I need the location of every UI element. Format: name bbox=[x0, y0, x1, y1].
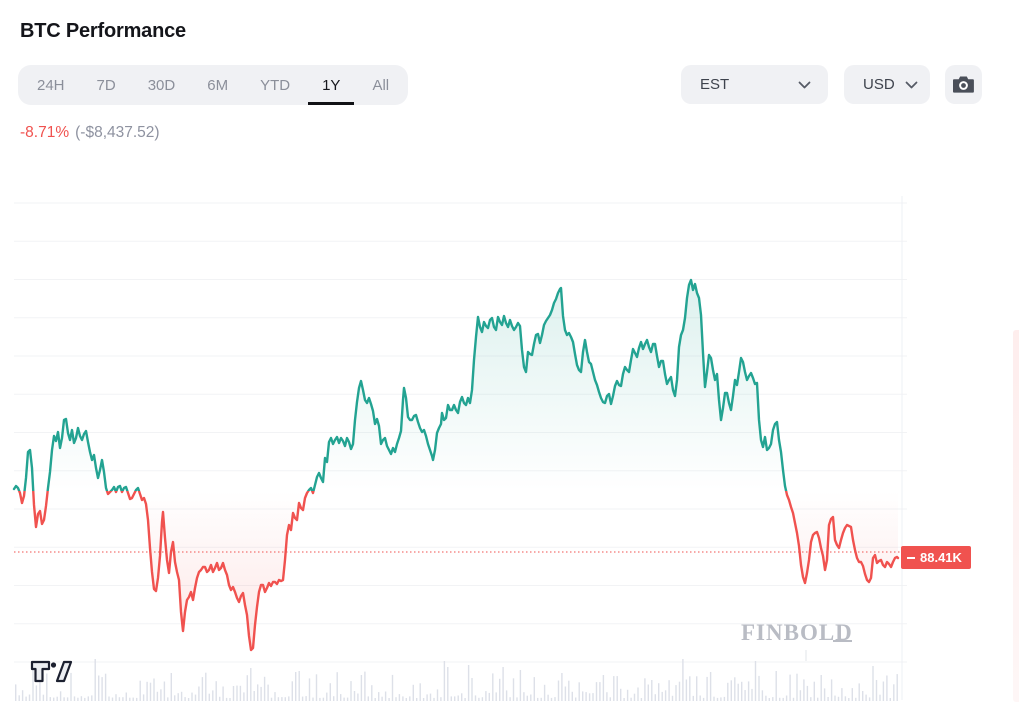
currency-value: USD bbox=[863, 76, 895, 93]
price-tick-dash bbox=[907, 556, 915, 559]
performance-stats: -8.71% (-$8,437.52) bbox=[20, 124, 160, 142]
tradingview-logo[interactable] bbox=[30, 660, 74, 688]
currency-select[interactable]: USD bbox=[844, 65, 930, 104]
camera-icon bbox=[952, 76, 974, 93]
tab-all[interactable]: All bbox=[371, 65, 390, 105]
page-title: BTC Performance bbox=[20, 20, 186, 42]
chevron-down-icon bbox=[798, 81, 811, 88]
time-range-tabs: 24H 7D 30D 6M YTD 1Y All bbox=[18, 65, 409, 105]
last-price-value: 88.41K bbox=[920, 550, 962, 565]
absolute-change: (-$8,437.52) bbox=[75, 124, 160, 141]
screenshot-button[interactable] bbox=[945, 65, 982, 104]
tab-ytd[interactable]: YTD bbox=[259, 65, 291, 105]
chevron-down-icon bbox=[905, 81, 918, 88]
tab-1y[interactable]: 1Y bbox=[321, 65, 341, 105]
timezone-select[interactable]: EST bbox=[681, 65, 828, 104]
finbold-watermark: FINBOLD bbox=[741, 620, 853, 645]
tab-7d[interactable]: 7D bbox=[96, 65, 117, 105]
percent-change: -8.71% bbox=[20, 124, 70, 141]
next-chart-edge bbox=[1013, 330, 1019, 702]
tab-30d[interactable]: 30D bbox=[147, 65, 177, 105]
last-price-label: 88.41K bbox=[901, 546, 971, 569]
tab-6m[interactable]: 6M bbox=[206, 65, 229, 105]
timezone-value: EST bbox=[700, 76, 730, 93]
tab-24h[interactable]: 24H bbox=[36, 65, 66, 105]
